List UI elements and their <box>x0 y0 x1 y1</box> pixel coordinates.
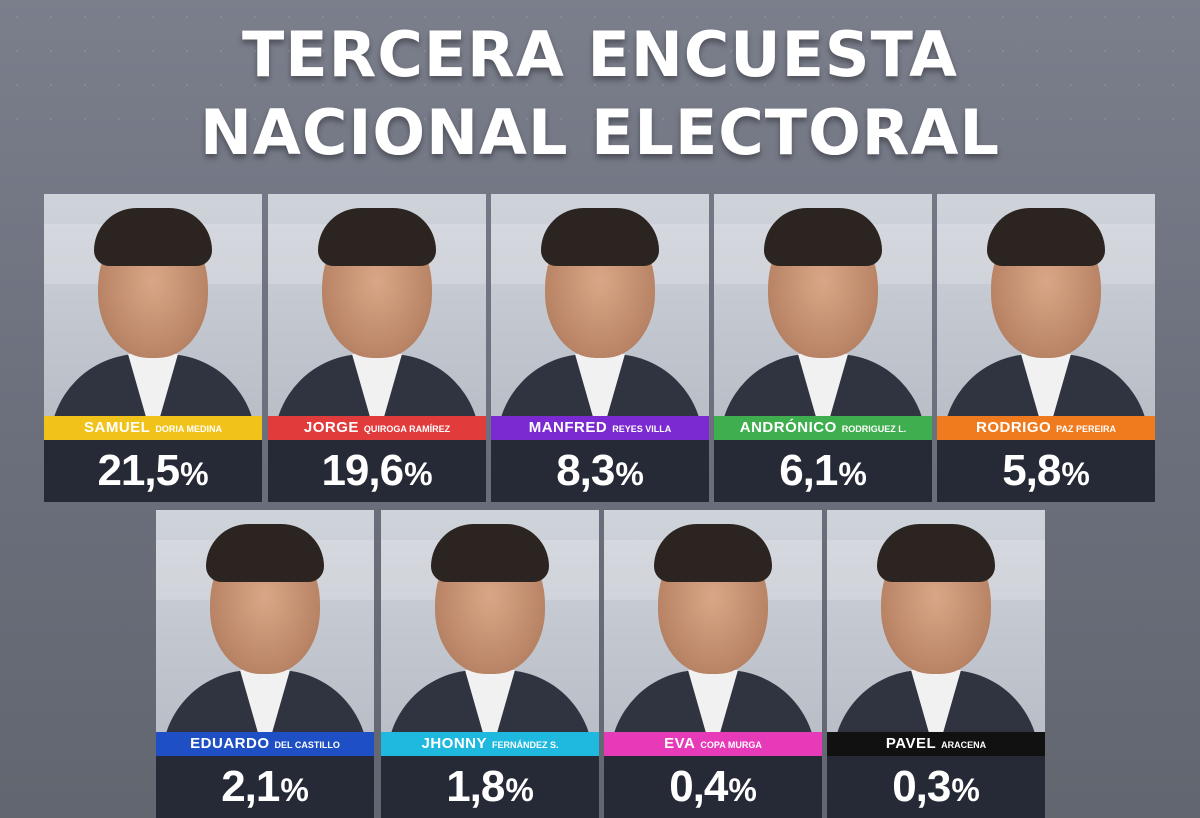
candidate-card-pavel: PAVEL ARACENA 0,3% <box>827 510 1045 818</box>
candidate-photo <box>44 194 262 416</box>
candidate-percentage: 0,3% <box>827 756 1045 818</box>
candidate-name-bar: EDUARDO DEL CASTILLO <box>156 732 374 756</box>
percentage-value: 21,5 <box>97 446 180 495</box>
candidate-last-name: COPA MURGA <box>700 740 762 750</box>
candidate-photo <box>937 194 1155 416</box>
candidate-name-bar: SAMUEL DORIA MEDINA <box>44 416 262 440</box>
candidate-percentage: 19,6% <box>268 440 486 502</box>
candidate-first-name: EVA <box>664 735 696 752</box>
candidate-name-bar: MANFRED REYES VILLA <box>491 416 709 440</box>
candidate-card-jhonny: JHONNY FERNÁNDEZ S. 1,8% <box>381 510 599 818</box>
candidate-photo <box>156 510 374 732</box>
candidate-last-name: DORIA MEDINA <box>155 424 222 434</box>
candidate-photo <box>491 194 709 416</box>
candidate-card-andronico: ANDRÓNICO RODRIGUEZ L. 6,1% <box>714 194 932 502</box>
candidate-percentage: 6,1% <box>714 440 932 502</box>
candidate-card-manfred: MANFRED REYES VILLA 8,3% <box>491 194 709 502</box>
percentage-value: 0,3 <box>892 762 951 811</box>
candidate-percentage: 0,4% <box>604 756 822 818</box>
percent-sign: % <box>505 772 534 808</box>
candidate-card-jorge: JORGE QUIROGA RAMÍREZ 19,6% <box>268 194 486 502</box>
candidate-first-name: SAMUEL <box>83 419 151 436</box>
candidate-name-bar: EVA COPA MURGA <box>604 732 822 756</box>
candidate-percentage: 5,8% <box>937 440 1155 502</box>
percent-sign: % <box>615 456 644 492</box>
candidate-card-rodrigo: RODRIGO PAZ PEREIRA 5,8% <box>937 194 1155 502</box>
background-dots <box>0 0 1200 140</box>
percentage-value: 2,1 <box>221 762 280 811</box>
candidate-last-name: ARACENA <box>941 740 987 750</box>
percent-sign: % <box>1061 456 1090 492</box>
percent-sign: % <box>728 772 757 808</box>
percent-sign: % <box>404 456 433 492</box>
percent-sign: % <box>180 456 209 492</box>
candidate-first-name: JORGE <box>303 419 359 436</box>
candidate-percentage: 8,3% <box>491 440 709 502</box>
candidate-name-bar: ANDRÓNICO RODRIGUEZ L. <box>714 416 932 440</box>
candidate-last-name: DEL CASTILLO <box>274 740 340 750</box>
candidate-name-bar: RODRIGO PAZ PEREIRA <box>937 416 1155 440</box>
candidate-first-name: ANDRÓNICO <box>739 419 837 436</box>
page-title-line-1: TERCERA ENCUESTA <box>241 18 959 91</box>
candidate-photo <box>604 510 822 732</box>
candidate-first-name: PAVEL <box>885 735 937 752</box>
candidate-name-bar: PAVEL ARACENA <box>827 732 1045 756</box>
candidate-last-name: FERNÁNDEZ S. <box>492 740 559 750</box>
percentage-value: 8,3 <box>556 446 615 495</box>
candidate-name-bar: JHONNY FERNÁNDEZ S. <box>381 732 599 756</box>
candidate-first-name: MANFRED <box>528 419 608 436</box>
candidate-photo <box>268 194 486 416</box>
candidate-card-eduardo: EDUARDO DEL CASTILLO 2,1% <box>156 510 374 818</box>
candidate-last-name: RODRIGUEZ L. <box>841 424 907 434</box>
percentage-value: 1,8 <box>446 762 505 811</box>
percentage-value: 19,6 <box>321 446 404 495</box>
candidate-percentage: 2,1% <box>156 756 374 818</box>
percentage-value: 0,4 <box>669 762 728 811</box>
candidate-name-bar: JORGE QUIROGA RAMÍREZ <box>268 416 486 440</box>
percentage-value: 6,1 <box>779 446 838 495</box>
page-title-line-2: NACIONAL ELECTORAL <box>199 96 1001 169</box>
candidate-last-name: QUIROGA RAMÍREZ <box>363 424 451 434</box>
candidate-photo <box>827 510 1045 732</box>
candidate-photo <box>714 194 932 416</box>
candidate-percentage: 1,8% <box>381 756 599 818</box>
candidate-first-name: RODRIGO <box>975 419 1052 436</box>
percent-sign: % <box>951 772 980 808</box>
percentage-value: 5,8 <box>1002 446 1061 495</box>
candidate-card-samuel: SAMUEL DORIA MEDINA 21,5% <box>44 194 262 502</box>
candidate-photo <box>381 510 599 732</box>
candidate-last-name: REYES VILLA <box>612 424 672 434</box>
percent-sign: % <box>838 456 867 492</box>
percent-sign: % <box>280 772 309 808</box>
candidate-first-name: JHONNY <box>421 735 487 752</box>
candidate-card-eva: EVA COPA MURGA 0,4% <box>604 510 822 818</box>
candidate-percentage: 21,5% <box>44 440 262 502</box>
candidate-last-name: PAZ PEREIRA <box>1056 424 1116 434</box>
candidate-first-name: EDUARDO <box>190 735 270 752</box>
